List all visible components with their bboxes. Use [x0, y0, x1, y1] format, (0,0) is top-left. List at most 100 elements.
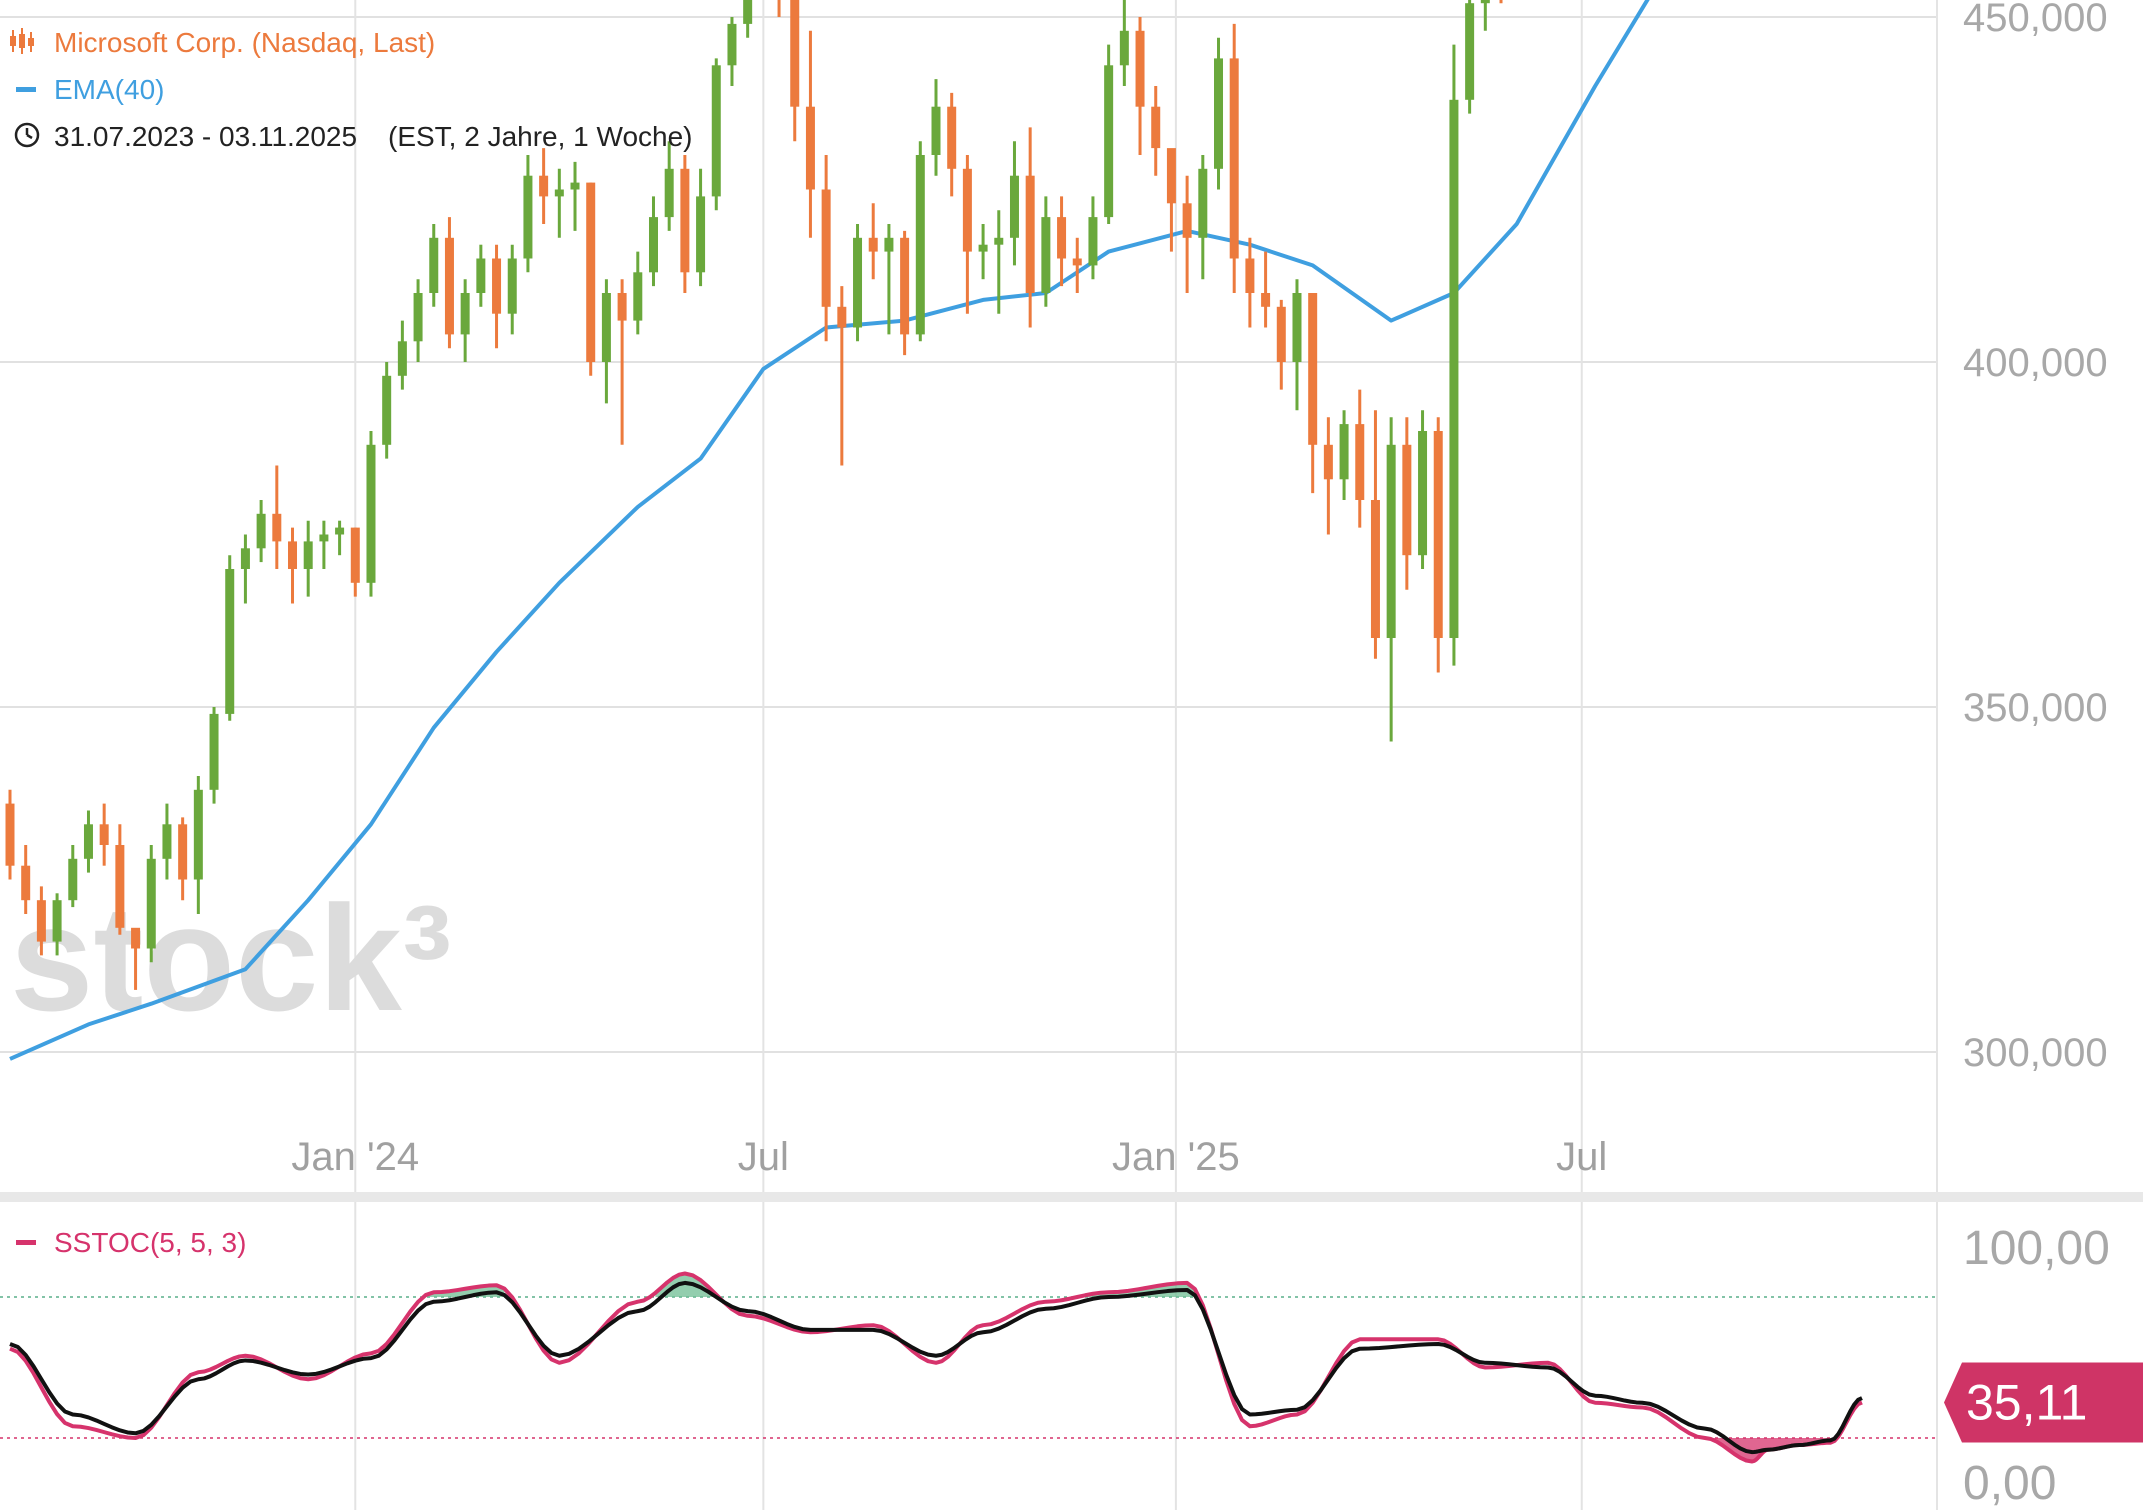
candle-up	[1088, 196, 1098, 280]
candle-body	[711, 65, 721, 197]
ema-40-line-path	[9, 0, 1650, 1061]
candle-down	[1245, 237, 1255, 328]
candle-body	[193, 789, 203, 880]
candle-body	[790, 0, 800, 107]
candle-down	[36, 886, 46, 956]
candle-body	[1088, 217, 1098, 266]
candle-body	[1386, 444, 1396, 638]
stochastic-axis: 100,00 0,00	[1963, 1222, 2110, 1510]
candle-up	[460, 279, 470, 362]
candle-up	[429, 224, 439, 307]
candle-body	[83, 824, 93, 859]
candle-down	[272, 465, 282, 569]
candle-down	[1057, 196, 1067, 287]
candle-body	[1009, 175, 1019, 238]
candle-body	[413, 293, 423, 342]
candle-down	[1166, 148, 1176, 252]
stochastic-d-line	[9, 1280, 1863, 1455]
candle-up	[1480, 0, 1490, 31]
candle-up	[146, 845, 156, 963]
panel-divider	[0, 1192, 2143, 1202]
candle-down	[947, 92, 957, 197]
candle-up	[554, 168, 564, 238]
candle-up	[319, 520, 329, 569]
candle-body	[978, 244, 988, 252]
candle-up	[1449, 44, 1459, 666]
candle-up	[225, 555, 235, 721]
candle-body	[947, 106, 957, 169]
candle-body	[68, 858, 78, 901]
candle-body	[1182, 203, 1192, 238]
ema-legend-icon	[16, 87, 36, 92]
candle-up	[1214, 37, 1224, 190]
candle-body	[429, 237, 439, 293]
candle-down	[1433, 417, 1443, 673]
candle-up	[476, 244, 486, 307]
stochastic-last-value-label: 35,11	[1966, 1374, 2087, 1430]
candle-up	[931, 79, 941, 176]
candle-up	[1104, 44, 1114, 224]
stochastic-panel: 100,00 0,00 35,11 SSTOC(5, 5, 3)	[0, 1202, 2143, 1510]
candle-down	[178, 817, 188, 901]
candle-down	[1370, 410, 1380, 659]
candle-up	[711, 58, 721, 211]
candle-body	[131, 927, 141, 949]
candle-body	[36, 900, 46, 942]
candle-body	[1261, 293, 1271, 307]
candle-up	[915, 141, 925, 342]
candle-body	[1465, 3, 1475, 100]
candle-body	[1198, 168, 1208, 238]
candle-body	[1166, 148, 1176, 204]
candle-down	[1276, 299, 1286, 390]
candle-up	[884, 224, 894, 335]
candle-down	[962, 155, 972, 314]
candle-down	[1151, 86, 1161, 176]
candle-body	[397, 341, 407, 376]
candle-up	[978, 224, 988, 280]
candle-body	[1245, 258, 1255, 293]
candle-up	[601, 279, 611, 404]
price-legend: Microsoft Corp. (Nasdaq, Last) EMA(40) 3…	[10, 27, 693, 152]
candle-body	[1151, 106, 1161, 149]
candle-body	[884, 237, 894, 252]
candle-body	[5, 803, 15, 866]
candle-body	[617, 293, 627, 321]
candle-up	[994, 210, 1004, 314]
candle-up	[743, 0, 753, 38]
candle-down	[837, 286, 847, 466]
candle-up	[303, 520, 313, 597]
candle-body	[366, 444, 376, 583]
candle-body	[1025, 175, 1035, 293]
stochastic-tick-label: 0,00	[1963, 1457, 2056, 1510]
stochastic-lines	[9, 1271, 1863, 1464]
candle-down	[492, 244, 502, 349]
candle-body	[805, 106, 815, 190]
candle-body	[209, 713, 219, 790]
candle-down	[805, 30, 815, 238]
candle-body	[1370, 500, 1380, 638]
candle-body	[1135, 30, 1145, 107]
stochastic-last-value-badge: 35,11	[1944, 1362, 2143, 1443]
candle-body	[1480, 0, 1490, 4]
ema-label: EMA(40)	[54, 74, 164, 105]
candle-up	[523, 155, 533, 273]
candle-body	[570, 182, 580, 190]
candle-up	[256, 500, 266, 563]
candle-body	[1355, 424, 1365, 500]
candle-body	[115, 845, 125, 928]
candle-body	[633, 272, 643, 321]
candlesticks	[5, 0, 1503, 990]
candle-down	[617, 279, 627, 445]
candle-up	[570, 161, 580, 231]
price-tick-label: 350,000	[1963, 686, 2108, 730]
time-tick-label: Jul	[1556, 1135, 1607, 1179]
candle-body	[1229, 58, 1239, 259]
stochastic-tick-label: 100,00	[1963, 1222, 2110, 1275]
candle-body	[1323, 444, 1333, 480]
candle-down	[868, 203, 878, 280]
candle-body	[444, 237, 454, 335]
time-tick-label: Jul	[738, 1135, 789, 1179]
candle-down	[1025, 127, 1035, 328]
candle-up	[335, 520, 345, 556]
